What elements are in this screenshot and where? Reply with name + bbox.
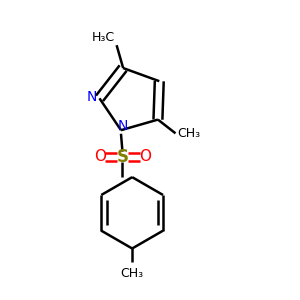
Text: N: N [117, 119, 128, 133]
Text: O: O [139, 149, 151, 164]
Text: CH₃: CH₃ [121, 267, 144, 280]
Text: O: O [94, 149, 106, 164]
Text: S: S [116, 148, 128, 166]
Text: CH₃: CH₃ [177, 127, 200, 140]
Text: H₃C: H₃C [92, 31, 115, 44]
Text: N: N [87, 90, 97, 104]
